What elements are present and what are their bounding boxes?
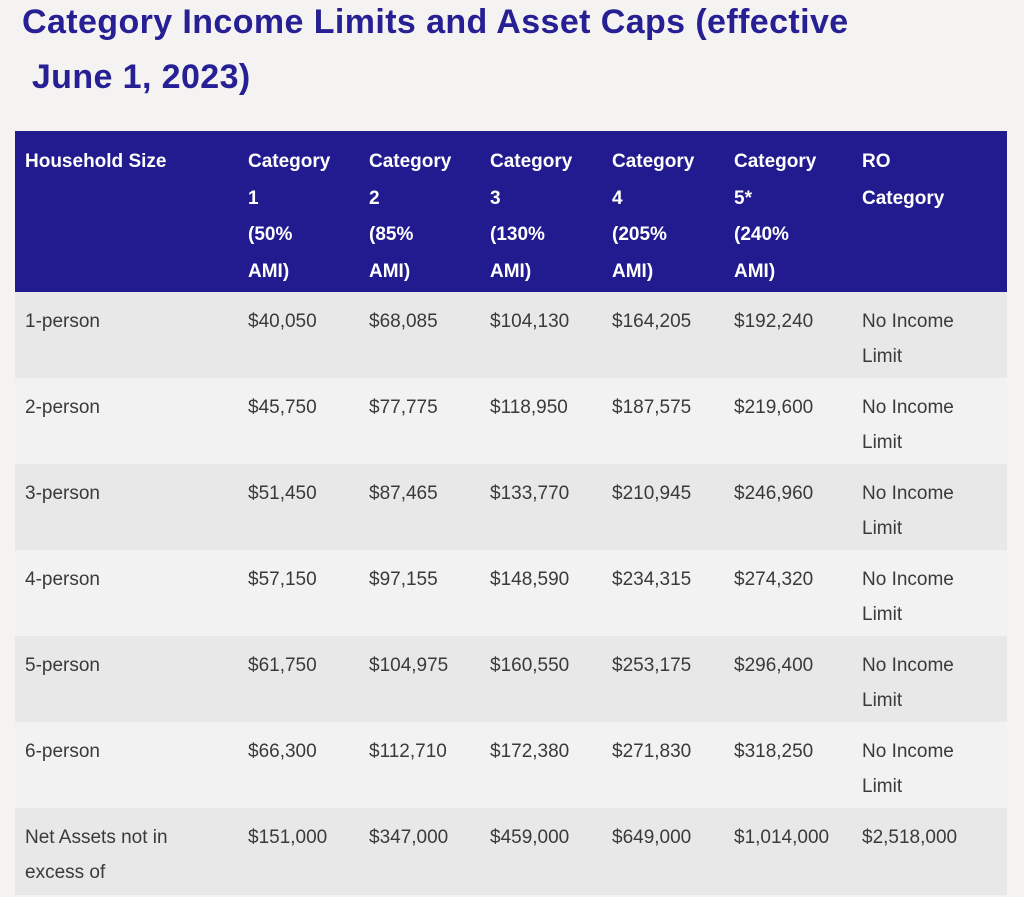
column-header-ro-category: RO Category	[852, 131, 1007, 292]
cell-category-5: $296,400	[724, 636, 852, 722]
cell-category-3: $459,000	[480, 808, 602, 895]
column-header-household-size: Household Size	[15, 131, 238, 292]
cell-category-1: $61,750	[238, 636, 359, 722]
cell-category-3: $104,130	[480, 292, 602, 378]
cell-category-4: $271,830	[602, 722, 724, 808]
column-header-category-5: Category 5* (240% AMI)	[724, 131, 852, 292]
cell-category-5: $219,600	[724, 378, 852, 464]
table-header-row: Household Size Category 1 (50% AMI) Cate…	[15, 131, 1007, 292]
cell-category-5: $1,014,000	[724, 808, 852, 895]
cell-ro-category: No Income Limit	[852, 292, 1007, 378]
cell-category-3: $133,770	[480, 464, 602, 550]
table-row-2-person: 2-person $45,750 $77,775 $118,950 $187,5…	[15, 378, 1007, 464]
table-row-4-person: 4-person $57,150 $97,155 $148,590 $234,3…	[15, 550, 1007, 636]
cell-category-1: $40,050	[238, 292, 359, 378]
cell-ro-category: $2,518,000	[852, 808, 1007, 895]
cell-ro-category: No Income Limit	[852, 378, 1007, 464]
cell-category-1: $45,750	[238, 378, 359, 464]
cell-category-2: $104,975	[359, 636, 480, 722]
cell-category-3: $160,550	[480, 636, 602, 722]
cell-category-5: $192,240	[724, 292, 852, 378]
cell-category-4: $210,945	[602, 464, 724, 550]
cell-ro-category: No Income Limit	[852, 636, 1007, 722]
cell-category-1: $51,450	[238, 464, 359, 550]
cell-category-4: $164,205	[602, 292, 724, 378]
cell-category-2: $77,775	[359, 378, 480, 464]
cell-category-1: $66,300	[238, 722, 359, 808]
row-label: 6-person	[15, 722, 238, 808]
column-header-category-3: Category 3 (130% AMI)	[480, 131, 602, 292]
cell-category-2: $112,710	[359, 722, 480, 808]
cell-category-1: $57,150	[238, 550, 359, 636]
cell-category-2: $87,465	[359, 464, 480, 550]
cell-category-4: $253,175	[602, 636, 724, 722]
table-row-1-person: 1-person $40,050 $68,085 $104,130 $164,2…	[15, 292, 1007, 378]
row-label: Net Assets not in excess of	[15, 808, 238, 895]
cell-category-2: $68,085	[359, 292, 480, 378]
cell-category-4: $649,000	[602, 808, 724, 895]
cell-category-3: $148,590	[480, 550, 602, 636]
cell-category-2: $347,000	[359, 808, 480, 895]
table-row-5-person: 5-person $61,750 $104,975 $160,550 $253,…	[15, 636, 1007, 722]
cell-category-2: $97,155	[359, 550, 480, 636]
cell-ro-category: No Income Limit	[852, 722, 1007, 808]
income-limits-table: Household Size Category 1 (50% AMI) Cate…	[15, 131, 1007, 895]
cell-category-1: $151,000	[238, 808, 359, 895]
table-row-net-assets: Net Assets not in excess of $151,000 $34…	[15, 808, 1007, 895]
cell-category-3: $118,950	[480, 378, 602, 464]
row-label: 3-person	[15, 464, 238, 550]
cell-category-4: $187,575	[602, 378, 724, 464]
cell-category-5: $246,960	[724, 464, 852, 550]
cell-category-4: $234,315	[602, 550, 724, 636]
column-header-category-2: Category 2 (85% AMI)	[359, 131, 480, 292]
cell-category-5: $274,320	[724, 550, 852, 636]
page-title: Category Income Limits and Asset Caps (e…	[22, 3, 849, 96]
row-label: 1-person	[15, 292, 238, 378]
row-label: 4-person	[15, 550, 238, 636]
cell-ro-category: No Income Limit	[852, 464, 1007, 550]
cell-category-3: $172,380	[480, 722, 602, 808]
row-label: 2-person	[15, 378, 238, 464]
table-row-6-person: 6-person $66,300 $112,710 $172,380 $271,…	[15, 722, 1007, 808]
column-header-category-1: Category 1 (50% AMI)	[238, 131, 359, 292]
cell-ro-category: No Income Limit	[852, 550, 1007, 636]
row-label: 5-person	[15, 636, 238, 722]
table-row-3-person: 3-person $51,450 $87,465 $133,770 $210,9…	[15, 464, 1007, 550]
column-header-category-4: Category 4 (205% AMI)	[602, 131, 724, 292]
cell-category-5: $318,250	[724, 722, 852, 808]
